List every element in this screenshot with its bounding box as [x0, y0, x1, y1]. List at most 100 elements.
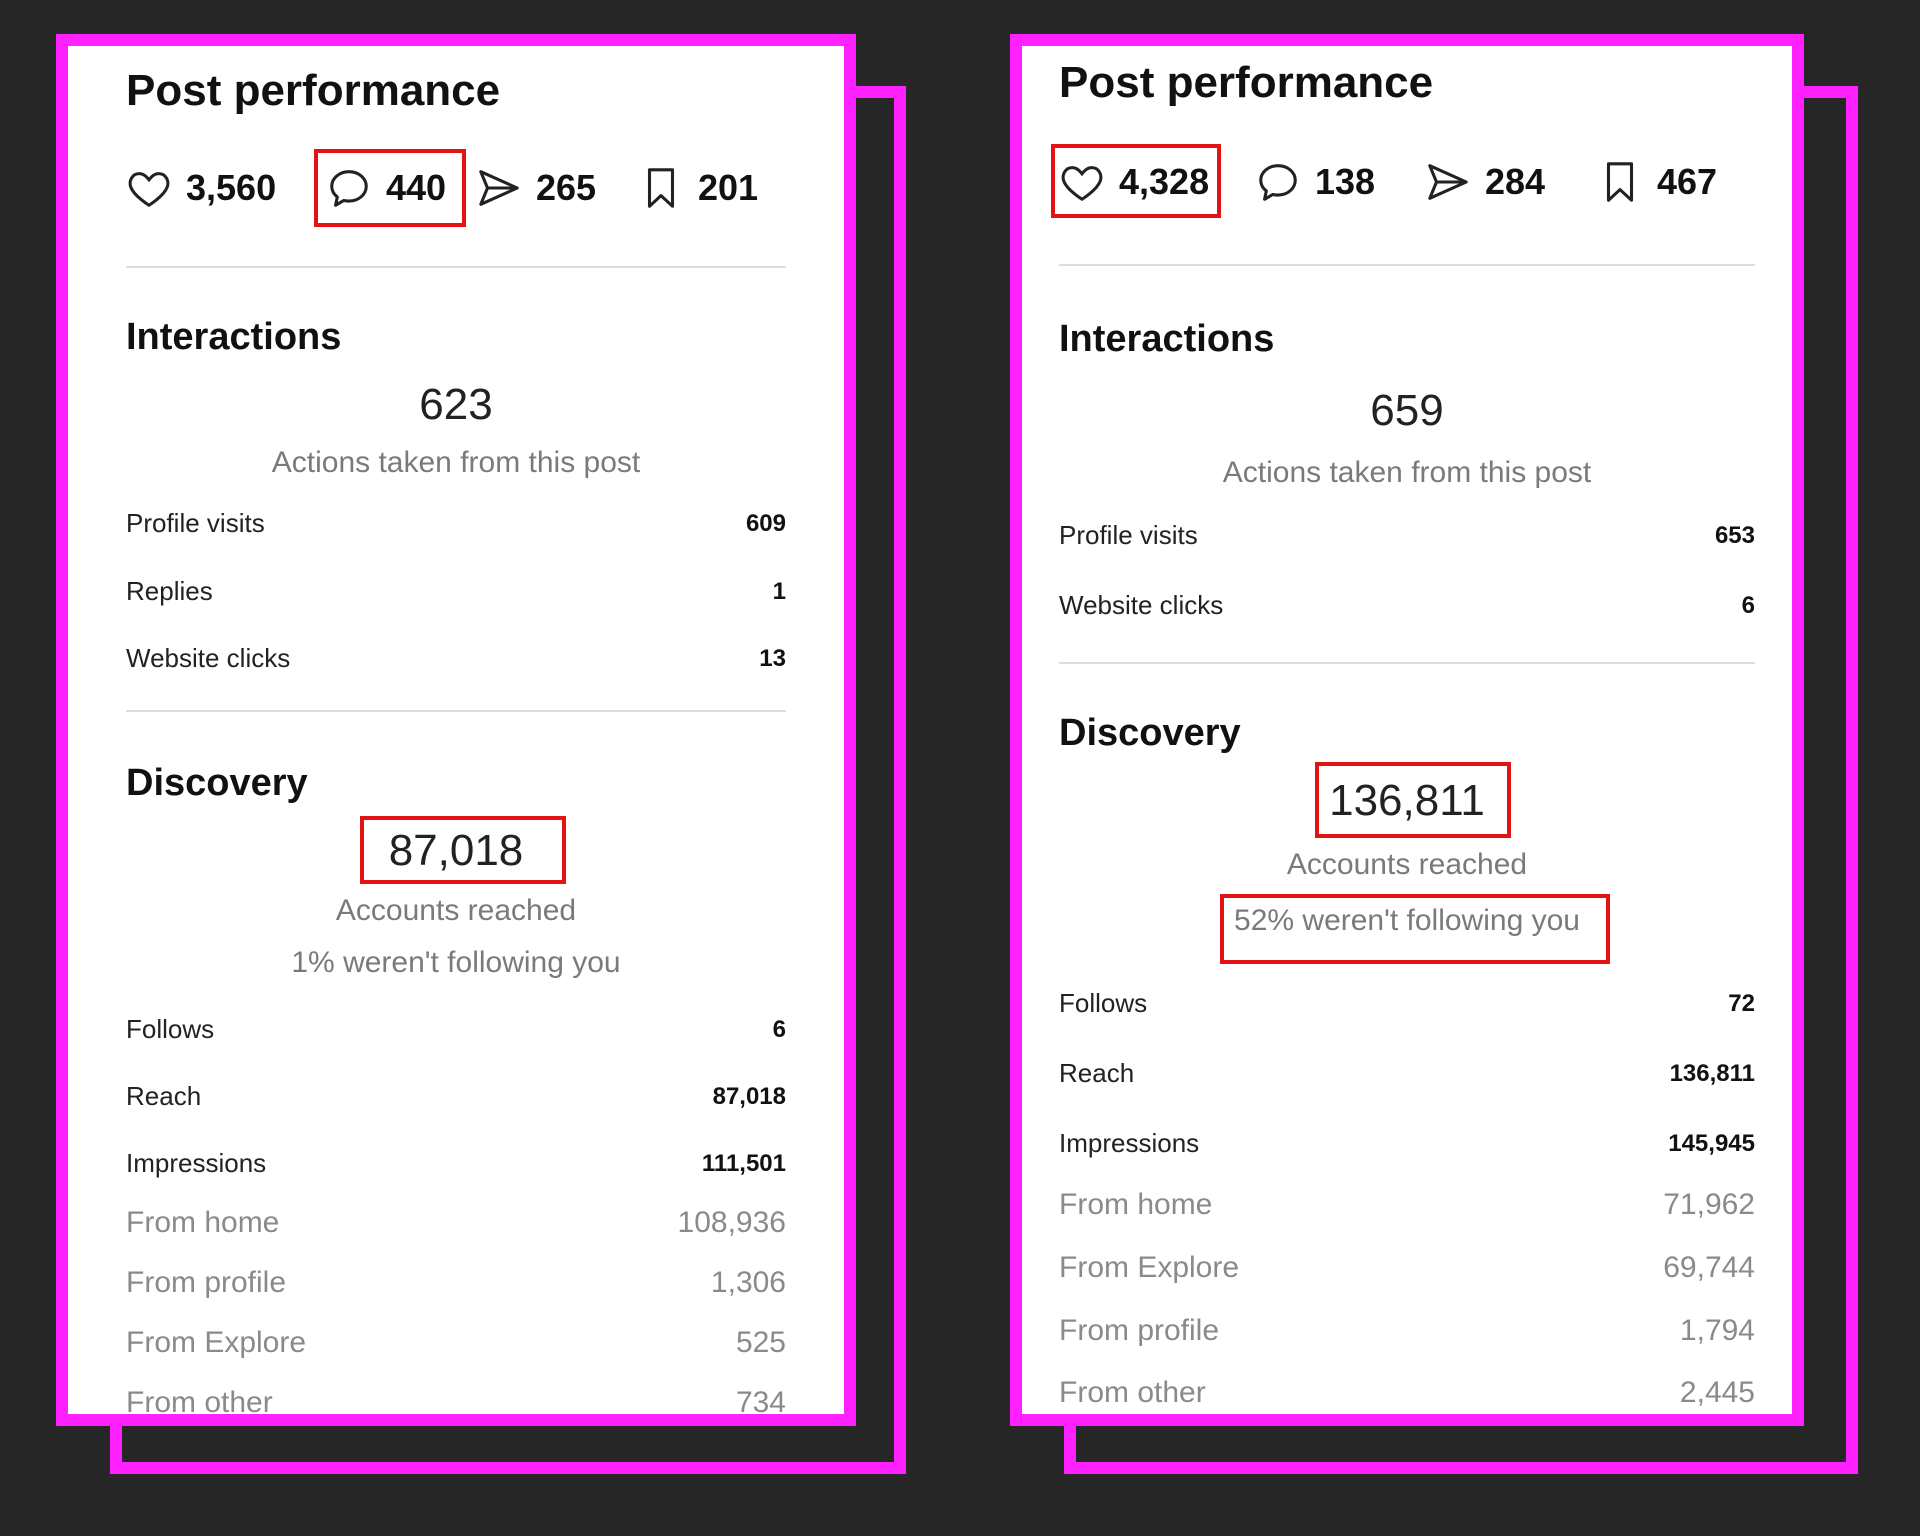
metric-value: 136,811 [1669, 1059, 1755, 1087]
metric-value: 609 [745, 509, 786, 537]
source-value: 2,445 [1679, 1376, 1755, 1409]
source-label: From home [126, 1206, 280, 1239]
comments-stat[interactable]: 440 [326, 152, 446, 224]
follow-note: 52% weren't following you [1234, 904, 1580, 937]
likes-count: 4,328 [1119, 161, 1210, 202]
metric-row: Impressions 111,501 [126, 1148, 786, 1179]
accounts-reached-caption: Accounts reached [1286, 848, 1528, 881]
source-label: From Explore [126, 1326, 307, 1359]
shares-count: 265 [536, 167, 597, 208]
shares-count: 284 [1485, 161, 1546, 202]
heart-icon [128, 172, 170, 208]
page-title: Post performance [126, 66, 501, 115]
post-performance-card-right: Post performance 4,328 138 284 467 Inter… [1010, 34, 1804, 1426]
metric-row: Website clicks 13 [126, 643, 786, 674]
engagement-stats: 4,328 138 284 467 [1051, 144, 1755, 242]
metric-value: 87,018 [712, 1082, 786, 1110]
metric-value: 6 [1741, 591, 1755, 619]
metric-row: Follows 6 [126, 1014, 786, 1045]
saves-count: 467 [1657, 161, 1718, 202]
source-value: 71,962 [1663, 1188, 1755, 1221]
bookmark-icon [1606, 162, 1634, 202]
interactions-caption: Actions taken from this post [1222, 456, 1592, 489]
divider [126, 710, 786, 712]
interactions-caption: Actions taken from this post [271, 446, 641, 479]
source-value: 108,936 [677, 1206, 786, 1239]
metric-row: Reach 136,811 [1059, 1058, 1755, 1089]
metric-row: Replies 1 [126, 576, 786, 607]
shares-stat[interactable]: 284 [1425, 146, 1545, 218]
discovery-heading: Discovery [1059, 712, 1241, 754]
comment-icon [1259, 164, 1297, 201]
comments-count: 440 [386, 167, 447, 208]
highlight-box [1315, 762, 1511, 838]
highlight-box [360, 816, 566, 884]
accounts-reached-total: 87,018 [388, 826, 524, 875]
metric-value: 145,945 [1668, 1129, 1755, 1157]
likes-stat[interactable]: 3,560 [126, 152, 276, 224]
source-row: From home 108,936 [126, 1206, 786, 1240]
post-performance-card-left: Post performance 3,560 440 265 201 Inter… [56, 34, 856, 1426]
metric-label: Website clicks [126, 643, 291, 673]
source-row: From other 734 [126, 1386, 786, 1419]
source-row: From profile 1,306 [126, 1266, 786, 1300]
metric-row: Profile visits 653 [1059, 520, 1755, 551]
metric-label: Follows [1059, 988, 1148, 1018]
likes-count: 3,560 [186, 167, 277, 208]
accounts-reached-total: 136,811 [1329, 776, 1485, 825]
shares-stat[interactable]: 265 [476, 152, 596, 224]
metric-value: 13 [759, 644, 786, 672]
interactions-total: 623 [419, 380, 493, 429]
engagement-stats: 3,560 440 265 201 [126, 149, 786, 242]
source-value: 525 [735, 1326, 786, 1359]
discovery-heading: Discovery [126, 762, 308, 804]
source-label: From profile [126, 1266, 287, 1299]
bookmark-icon [647, 168, 675, 208]
source-value: 1,794 [1679, 1314, 1755, 1347]
source-row: From Explore 69,744 [1059, 1251, 1755, 1285]
source-label: From Explore [1059, 1251, 1240, 1284]
highlight-box [314, 149, 466, 227]
metric-label: Impressions [126, 1148, 267, 1178]
saves-stat[interactable]: 467 [1597, 146, 1717, 218]
comments-stat[interactable]: 138 [1255, 146, 1375, 218]
send-icon [1428, 164, 1468, 200]
source-value: 1,306 [710, 1266, 786, 1299]
comments-count: 138 [1315, 161, 1376, 202]
page-title: Post performance [1059, 58, 1434, 107]
metric-row: Website clicks 6 [1059, 590, 1755, 621]
metric-label: Website clicks [1059, 590, 1224, 620]
metric-row: Follows 72 [1059, 988, 1755, 1019]
follow-note: 1% weren't following you [291, 946, 621, 979]
metric-row: Impressions 145,945 [1059, 1128, 1755, 1159]
metric-label: Profile visits [1059, 520, 1198, 550]
source-row: From home 71,962 [1059, 1188, 1755, 1222]
likes-stat[interactable]: 4,328 [1059, 146, 1209, 218]
divider [126, 266, 786, 268]
metric-label: Impressions [1059, 1128, 1200, 1158]
highlight-box [1220, 894, 1610, 964]
source-label: From other [1059, 1376, 1206, 1409]
heart-icon [1061, 166, 1103, 202]
source-value: 69,744 [1663, 1251, 1755, 1284]
send-icon [479, 170, 519, 206]
saves-stat[interactable]: 201 [638, 152, 758, 224]
source-row: From other 2,445 [1059, 1376, 1755, 1410]
metric-row: Profile visits 609 [126, 508, 786, 539]
comment-icon [330, 170, 368, 207]
source-label: From home [1059, 1188, 1213, 1221]
interactions-heading: Interactions [126, 316, 342, 358]
source-row: From profile 1,794 [1059, 1314, 1755, 1348]
interactions-heading: Interactions [1059, 318, 1275, 360]
metric-value: 111,501 [701, 1149, 786, 1177]
divider [1059, 264, 1755, 266]
accounts-reached-caption: Accounts reached [335, 894, 577, 927]
metric-value: 72 [1728, 989, 1755, 1017]
source-row: From Explore 525 [126, 1326, 786, 1360]
source-value: 734 [735, 1386, 786, 1419]
metric-value: 6 [772, 1015, 786, 1043]
saves-count: 201 [698, 167, 759, 208]
metric-label: Profile visits [126, 508, 265, 538]
metric-row: Reach 87,018 [126, 1081, 786, 1112]
metric-value: 1 [772, 577, 786, 605]
